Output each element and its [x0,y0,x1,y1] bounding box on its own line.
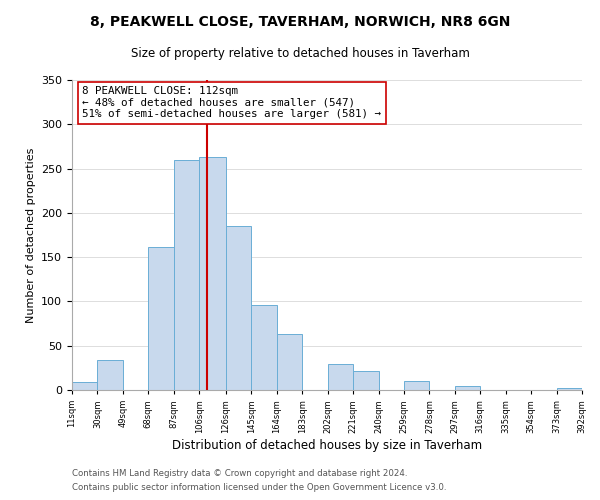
Text: Contains public sector information licensed under the Open Government Licence v3: Contains public sector information licen… [72,484,446,492]
Bar [226,226,251,390]
Y-axis label: Number of detached properties: Number of detached properties [26,148,35,322]
Bar [72,382,97,390]
Bar [404,381,430,390]
Bar [455,386,480,390]
Text: 8 PEAKWELL CLOSE: 112sqm
← 48% of detached houses are smaller (547)
51% of semi-: 8 PEAKWELL CLOSE: 112sqm ← 48% of detach… [82,86,381,120]
Bar [251,305,277,390]
Bar [148,246,174,390]
Text: 8, PEAKWELL CLOSE, TAVERHAM, NORWICH, NR8 6GN: 8, PEAKWELL CLOSE, TAVERHAM, NORWICH, NR… [90,15,510,29]
X-axis label: Distribution of detached houses by size in Taverham: Distribution of detached houses by size … [172,438,482,452]
Bar [97,360,123,390]
Bar [199,157,226,390]
Bar [174,160,199,390]
Bar [277,334,302,390]
Bar [328,364,353,390]
Bar [353,372,379,390]
Bar [557,388,582,390]
Text: Contains HM Land Registry data © Crown copyright and database right 2024.: Contains HM Land Registry data © Crown c… [72,468,407,477]
Text: Size of property relative to detached houses in Taverham: Size of property relative to detached ho… [131,48,469,60]
